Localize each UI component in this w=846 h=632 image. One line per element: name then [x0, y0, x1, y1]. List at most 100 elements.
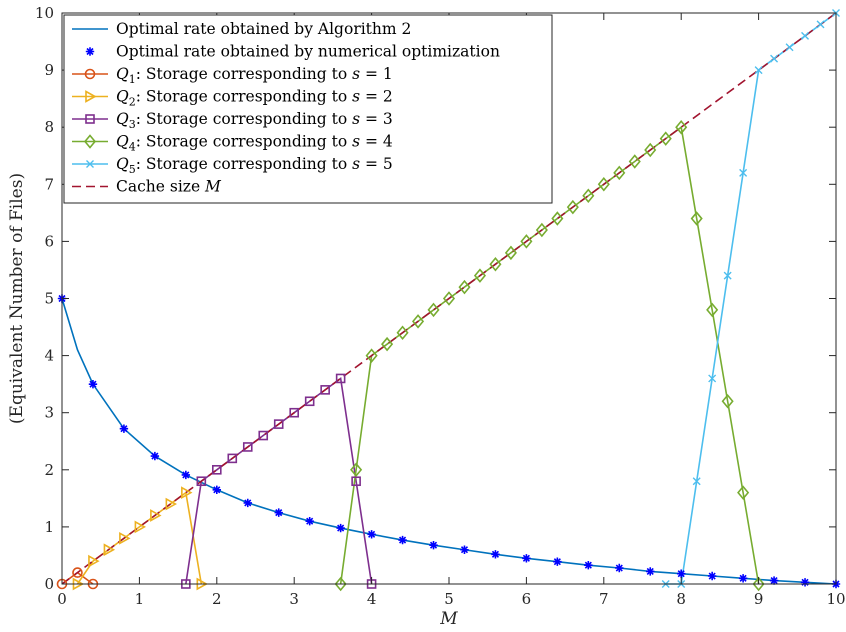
series-num-point: [429, 540, 438, 550]
series-num-point: [336, 523, 345, 533]
legend-variable: s: [352, 65, 360, 83]
series-num-point: [243, 498, 252, 508]
series-q4-point: [644, 142, 657, 158]
series-q4-point: [675, 119, 688, 135]
legend-subscript: 2: [129, 96, 136, 109]
series-q2-point: [119, 531, 131, 545]
series-q3-point: [351, 476, 361, 487]
series-q3-point: [320, 385, 330, 395]
series-q4-point: [520, 234, 533, 249]
series-q4-point: [473, 268, 487, 283]
legend-subscript: 4: [129, 141, 136, 154]
legend-symbol: Q: [116, 110, 129, 128]
series-num-point: [460, 545, 469, 554]
y-tick-label: 7: [44, 175, 54, 193]
series-q4-point: [597, 177, 610, 192]
series-q2-point: [88, 554, 100, 568]
legend-text: : Storage corresponding to: [136, 133, 352, 151]
series-num-point: [677, 569, 686, 578]
series-q4-point: [566, 199, 579, 215]
legend-item-q4: Q4: Storage corresponding to s = 4: [72, 133, 393, 154]
series-q2-point: [181, 486, 193, 499]
legend-text: : Storage corresponding to: [136, 155, 352, 173]
legend-label: Optimal rate obtained by Algorithm 2: [116, 20, 411, 38]
series-q5-point: [723, 271, 732, 280]
series-q4-point: [535, 222, 548, 238]
legend-subscript: 3: [129, 118, 136, 131]
series-q4-point: [752, 576, 765, 592]
series-num-point: [707, 571, 717, 581]
x-tick-label: 5: [444, 590, 454, 608]
x-tick-label: 9: [754, 590, 764, 608]
legend-subscript: 5: [129, 163, 136, 176]
series-q4-point: [721, 394, 734, 409]
series-q2-point: [134, 520, 147, 534]
legend-swatch-marker: [83, 134, 97, 149]
legend-item-alg: Optimal rate obtained by Algorithm 2: [72, 20, 411, 38]
series-q2-point: [165, 497, 178, 511]
x-axis-label: M: [439, 609, 458, 629]
legend-variable: s: [352, 155, 360, 173]
legend-label: Q1: Storage corresponding to s = 1: [116, 65, 393, 86]
series-q4-point: [551, 211, 564, 226]
legend-subscript: 1: [129, 73, 136, 86]
legend-text: Cache size: [116, 178, 205, 196]
series-q4-point: [690, 211, 703, 226]
legend-swatch-marker: [84, 68, 96, 80]
series-q4-point: [334, 576, 347, 592]
x-tick-label: 8: [676, 590, 686, 608]
series-num-point: [274, 508, 283, 517]
x-tick-label: 7: [599, 590, 609, 608]
series-q5-point: [708, 374, 717, 383]
series-num-point: [800, 578, 810, 587]
series-q4-point: [613, 165, 626, 181]
series-q5-point: [754, 66, 763, 75]
series-q4-point: [582, 188, 595, 203]
series-q3-point: [212, 464, 222, 475]
legend-variable: s: [352, 133, 360, 151]
y-tick-label: 10: [35, 4, 54, 22]
y-tick-label: 4: [44, 347, 54, 365]
y-tick-label: 0: [44, 575, 54, 593]
series-q5-point: [801, 31, 810, 40]
y-tick-label: 2: [44, 461, 54, 479]
series-q1-point: [72, 567, 83, 578]
series-num-point: [181, 470, 191, 480]
legend-value: = 2: [360, 88, 393, 106]
series-q2-point: [103, 543, 116, 557]
legend-swatch-marker: [85, 114, 95, 124]
legend-label: Optimal rate obtained by numerical optim…: [116, 43, 500, 61]
series-q4-point: [659, 131, 672, 146]
legend-value: = 4: [360, 133, 393, 151]
y-tick-label: 8: [44, 118, 54, 136]
series-num-point: [553, 557, 562, 566]
series-num-point: [88, 379, 98, 389]
series-q5-point: [692, 477, 701, 486]
legend-label: Q2: Storage corresponding to s = 2: [116, 88, 393, 109]
y-tick-label: 6: [44, 232, 54, 250]
series-num-point: [769, 576, 779, 585]
series-num-point: [119, 424, 129, 433]
legend-text: : Storage corresponding to: [136, 65, 352, 83]
y-tick-label: 1: [44, 518, 54, 536]
y-axis-label: (Equivalent Number of Files): [7, 173, 27, 424]
series-num-point: [646, 567, 655, 576]
legend-text: : Storage corresponding to: [136, 88, 352, 106]
series-q2-point: [150, 509, 162, 522]
series-q3-point: [273, 419, 284, 429]
series-num-point: [491, 550, 500, 559]
series-q4-point: [396, 325, 409, 341]
legend-symbol: Q: [116, 88, 129, 106]
series-q4-point: [706, 302, 719, 318]
legend-variable: s: [352, 110, 360, 128]
series-q5-point: [770, 54, 779, 63]
series-q4-point: [427, 302, 440, 318]
x-tick-label: 4: [367, 590, 377, 608]
legend-swatch-marker: [85, 47, 95, 56]
series-q4-point: [628, 154, 641, 169]
legend-symbol: Q: [116, 133, 129, 151]
series-q4-point: [458, 279, 471, 295]
axes: 0 1 2 3 4 5 6 7 8 9 10 0 1 2 3 4 5 6 7 8 9 10 M (Equivalent Num…: [7, 4, 846, 629]
series-q4-point: [365, 348, 378, 363]
